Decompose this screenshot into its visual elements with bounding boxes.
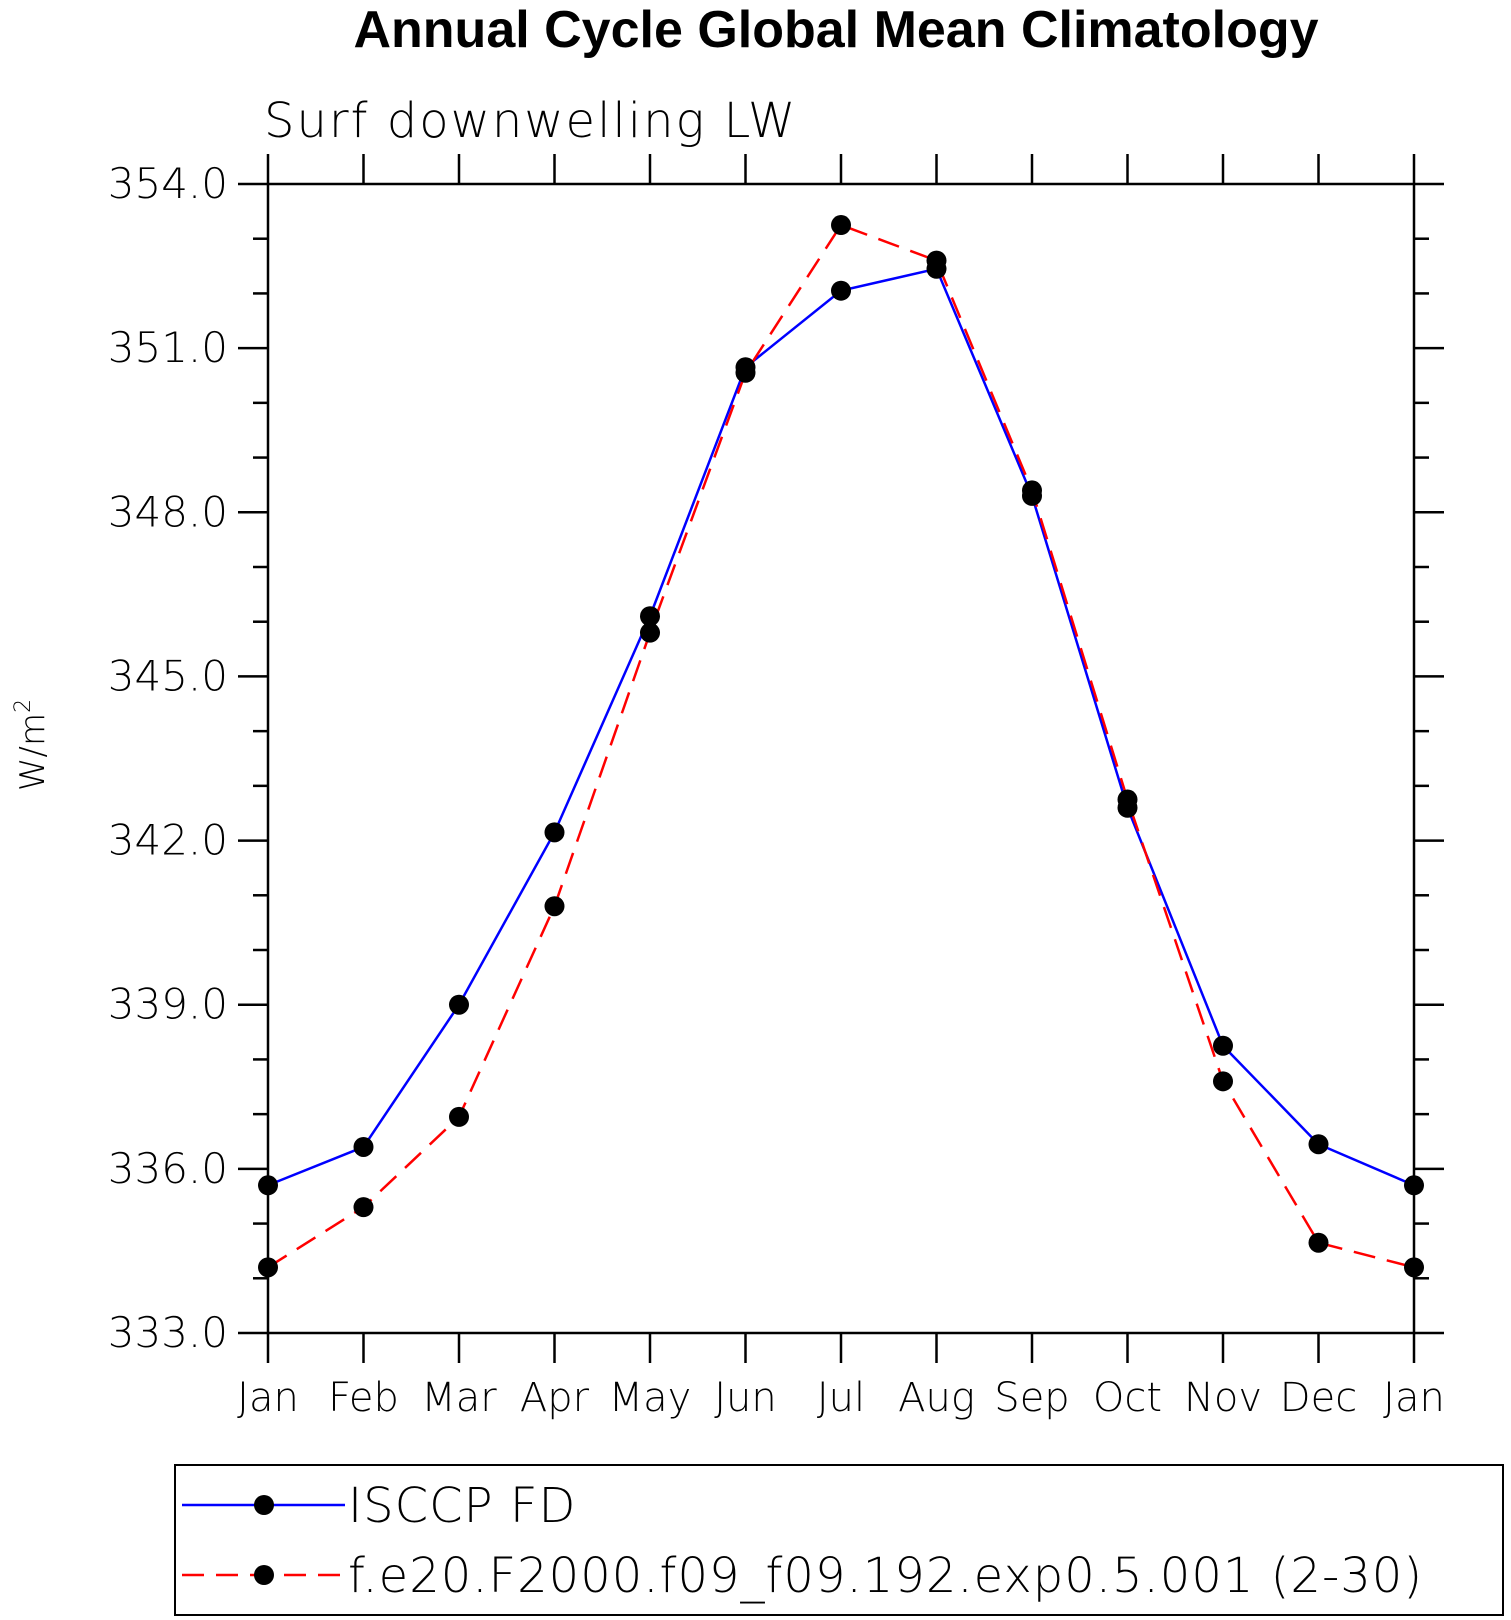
plot-frame [266, 182, 1416, 1335]
data-point-0-2 [449, 994, 469, 1015]
x-tick-label: Dec [1280, 1375, 1357, 1421]
y-tick-label: 333.0 [108, 1308, 228, 1357]
data-point-0-6 [831, 280, 851, 301]
y-tick-label: 348.0 [108, 487, 228, 536]
x-tick-label: Mar [421, 1375, 497, 1421]
data-point-1-4 [640, 622, 660, 643]
data-point-1-1 [353, 1197, 374, 1218]
series-line-0 [267, 267, 1415, 1187]
y-tick-label: 342.0 [108, 816, 228, 865]
y-tick-label: 351.0 [108, 323, 228, 372]
data-point-0-3 [544, 822, 565, 843]
y-axis-label-superscript: 2 [11, 699, 36, 713]
data-point-0-12 [1404, 1175, 1424, 1196]
data-point-0-4 [640, 606, 660, 627]
data-point-0-10 [1213, 1035, 1233, 1056]
data-point-1-0 [258, 1257, 278, 1278]
legend-label-1: f.e20.F2000.f09_f09.192.exp0.5.001 (2-30… [348, 1548, 1423, 1604]
x-tick-label: Feb [328, 1375, 399, 1421]
data-point-1-3 [544, 896, 565, 917]
y-tick-label: 345.0 [108, 651, 228, 700]
data-point-1-6 [831, 215, 851, 236]
data-point-1-12 [1404, 1257, 1424, 1278]
x-tick-label: Jun [714, 1375, 777, 1421]
x-tick-label: Oct [1093, 1375, 1162, 1421]
x-tick-label: Apr [520, 1375, 590, 1421]
y-axis-label-text: W/m [13, 713, 53, 791]
legend-marker-1 [254, 1565, 274, 1585]
legend: ISCCP FD f.e20.F2000.f09_f09.192.exp0.5.… [174, 1464, 1504, 1616]
data-point-1-7 [926, 250, 947, 271]
data-point-1-10 [1213, 1071, 1233, 1092]
y-axis-label: W/m2 [11, 699, 53, 791]
data-point-0-0 [258, 1175, 278, 1196]
y-axis-ticks: 333.0 336.0 339.0 342.0 345.0 348.0 351.0 354.0 [108, 159, 1444, 1357]
data-point-1-9 [1117, 789, 1138, 810]
x-tick-label: May [609, 1375, 692, 1421]
x-axis-ticks: Jan Feb Mar Apr May Jun Jul Aug Sep Oct Nov Dec Jan [237, 154, 1445, 1421]
legend-marker-0 [254, 1495, 274, 1515]
x-tick-label: Aug [898, 1375, 975, 1421]
x-tick-label: Sep [994, 1375, 1069, 1421]
x-tick-label: Nov [1184, 1375, 1262, 1421]
data-point-1-11 [1308, 1232, 1329, 1253]
chart-title: Annual Cycle Global Mean Climatology [353, 1, 1318, 59]
series-layer [258, 215, 1424, 1278]
legend-box [174, 1464, 1504, 1616]
legend-label-0: ISCCP FD [348, 1478, 576, 1534]
x-tick-label: Jan [1383, 1375, 1445, 1421]
y-tick-label: 354.0 [108, 159, 228, 208]
y-tick-label: 336.0 [108, 1144, 228, 1193]
data-point-0-1 [353, 1136, 374, 1157]
data-point-1-2 [449, 1106, 469, 1127]
data-point-1-5 [735, 362, 756, 383]
x-tick-label: Jan [237, 1375, 299, 1421]
x-tick-label: Jul [817, 1375, 865, 1421]
chart-subtitle: Surf downwelling LW [264, 93, 797, 149]
y-tick-label: 339.0 [108, 980, 228, 1029]
data-point-0-11 [1308, 1134, 1329, 1155]
data-point-1-8 [1022, 480, 1042, 501]
series-line-1 [267, 223, 1415, 1269]
